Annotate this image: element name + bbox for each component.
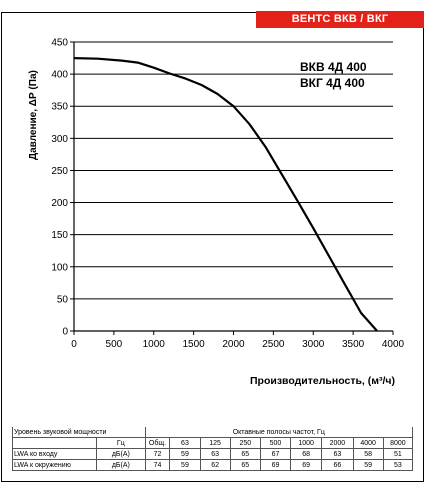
y-tick-label: 300 — [51, 134, 68, 145]
y-tick-label: 250 — [51, 166, 68, 177]
y-tick-label: 50 — [57, 294, 69, 305]
x-tick-label: 0 — [71, 339, 77, 350]
noise-unit-header: Гц — [96, 437, 146, 449]
noise-col-header: 125 — [199, 437, 231, 449]
x-axis-label: Производительность, (м³/ч) — [250, 375, 396, 387]
noise-cell: 72 — [144, 448, 171, 460]
x-tick-label: 1500 — [183, 339, 206, 350]
x-tick-label: 2000 — [222, 339, 245, 350]
noise-cell: 65 — [229, 459, 261, 471]
figure-frame — [1, 12, 424, 482]
noise-cell: 63 — [321, 448, 354, 460]
noise-table: Уровень звуковой мощности Октавные полос… — [11, 427, 414, 471]
y-tick-label: 400 — [51, 70, 68, 81]
noise-row-label: LWA ко входу — [11, 448, 98, 460]
noise-col-header: 8000 — [382, 437, 414, 449]
y-tick-label: 200 — [51, 198, 68, 209]
noise-cell: 67 — [259, 448, 292, 460]
noise-row-unit: дБ(А) — [96, 448, 146, 460]
noise-cell: 58 — [352, 448, 384, 460]
noise-row-label: LWA к окружению — [11, 459, 98, 471]
noise-cell: 65 — [229, 448, 261, 460]
noise-row-unit: дБ(А) — [96, 459, 146, 471]
x-tick-label: 500 — [106, 339, 123, 350]
noise-col-header: 2000 — [321, 437, 354, 449]
x-tick-label: 3000 — [302, 339, 325, 350]
table-row: LWA ко входу дБ(А) 72 59 63 65 67 68 63 … — [11, 448, 414, 460]
x-tick-label: 2500 — [262, 339, 285, 350]
x-tick-label: 4000 — [382, 339, 405, 350]
model-label-1: ВКВ 4Д 400 — [300, 60, 367, 74]
brand-tab: ВЕНТС ВКВ / ВКГ — [256, 11, 424, 28]
noise-col-header: Общ. — [144, 437, 171, 449]
y-tick-label: 450 — [51, 38, 68, 49]
noise-cell: 69 — [290, 459, 323, 471]
y-axis-label: Давление, ΔР (Па) — [28, 70, 39, 160]
noise-col-header: 250 — [229, 437, 261, 449]
noise-header-right: Октавные полосы частот, Гц — [144, 427, 414, 438]
noise-cell: 59 — [169, 448, 201, 460]
series-line — [73, 57, 378, 332]
noise-corner — [11, 437, 98, 449]
table-row: LWA к окружению дБ(А) 74 59 62 65 69 69 … — [11, 459, 414, 471]
y-tick-label: 0 — [62, 327, 68, 338]
chart: 0 50 100 150 200 250 300 350 400 450 0 500 1000 1500 2… — [51, 38, 405, 351]
noise-col-header: 500 — [259, 437, 292, 449]
y-tick-label: 150 — [51, 230, 68, 241]
noise-cell: 68 — [290, 448, 323, 460]
noise-cell: 62 — [199, 459, 231, 471]
noise-cell: 66 — [321, 459, 354, 471]
noise-cell: 53 — [382, 459, 414, 471]
noise-col-header: 1000 — [290, 437, 323, 449]
noise-col-header: 63 — [169, 437, 201, 449]
noise-cell: 51 — [382, 448, 414, 460]
noise-cell: 74 — [144, 459, 171, 471]
x-tick-label: 1000 — [143, 339, 166, 350]
noise-cell: 59 — [169, 459, 201, 471]
noise-cell: 69 — [259, 459, 292, 471]
y-tick-label: 350 — [51, 102, 68, 113]
noise-header-left: Уровень звуковой мощности — [12, 427, 146, 438]
x-tick-label: 3500 — [342, 339, 365, 350]
model-label-2: ВКГ 4Д 400 — [300, 76, 365, 90]
noise-col-header: 4000 — [352, 437, 384, 449]
noise-cell: 63 — [199, 448, 231, 460]
noise-cell: 59 — [352, 459, 384, 471]
y-tick-label: 100 — [51, 262, 68, 273]
